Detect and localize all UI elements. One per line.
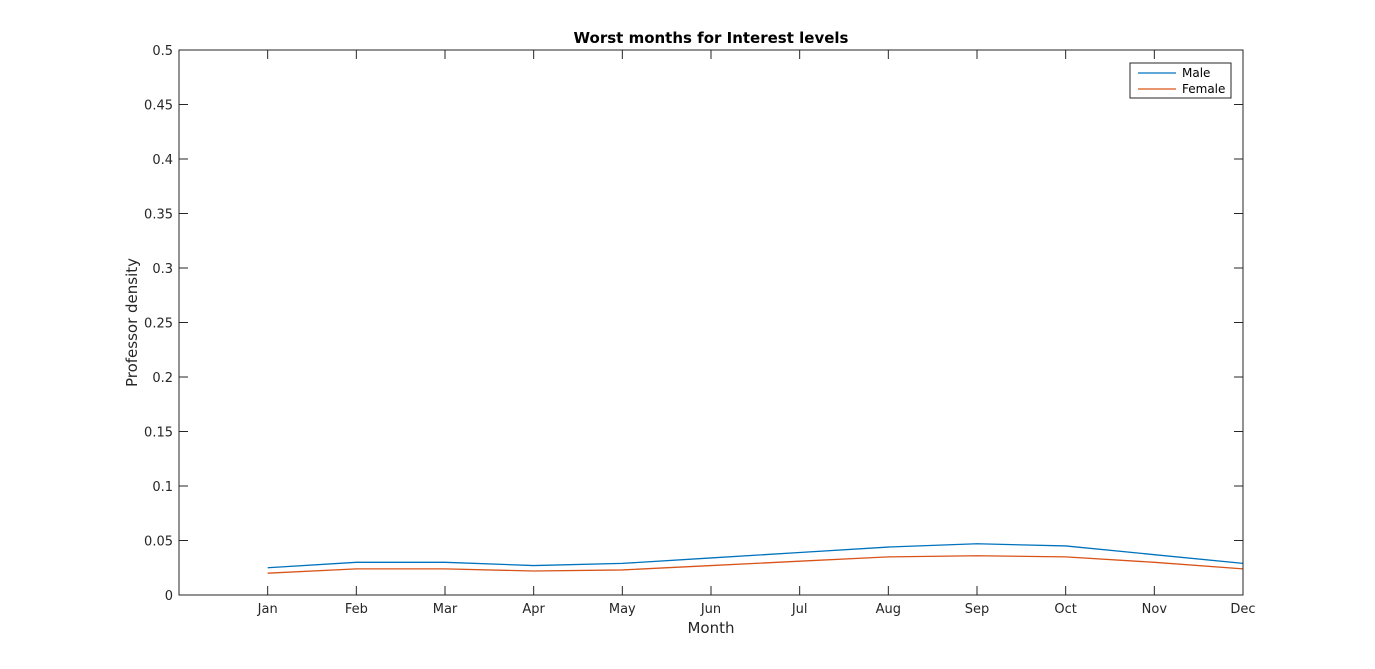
- x-tick-label: Aug: [876, 602, 901, 617]
- chart-title: Worst months for Interest levels: [574, 29, 849, 47]
- y-tick-label: 0.05: [144, 535, 173, 550]
- y-tick-label: 0: [165, 589, 173, 604]
- y-tick-label: 0.1: [152, 480, 173, 495]
- x-tick-label: Dec: [1230, 602, 1255, 617]
- legend: Male Female: [1129, 62, 1232, 99]
- x-tick-label: Nov: [1142, 602, 1168, 617]
- x-tick-label: Jan: [257, 602, 278, 617]
- legend-label: Male: [1182, 66, 1210, 80]
- series-line-female: [267, 555, 1244, 574]
- y-tick-label: 0.25: [144, 317, 173, 332]
- y-tick-label: 0.4: [152, 153, 173, 168]
- y-tick-label: 0.35: [144, 208, 173, 223]
- plot-frame: [178, 49, 1244, 596]
- plot-area: [179, 50, 1243, 595]
- x-tick-label: Jul: [791, 602, 808, 617]
- x-tick-label: Mar: [433, 602, 458, 617]
- y-axis-label: Professor density: [123, 258, 141, 387]
- x-tick-label: Jun: [700, 602, 721, 617]
- x-tick-label: May: [609, 602, 636, 617]
- x-tick-label: Sep: [965, 602, 990, 617]
- x-tick-label: Apr: [522, 602, 545, 617]
- legend-box: [1129, 62, 1232, 99]
- y-tick-label: 0.3: [152, 262, 173, 277]
- x-tick-label: Feb: [345, 602, 368, 617]
- y-axis-ticks: 0 0.05 0.1 0.15 0.2 0.25 0.3 0.35 0.4 0.45 0.5: [144, 44, 1243, 604]
- x-axis-label: Month: [687, 619, 734, 637]
- series-line-male: [267, 543, 1244, 569]
- y-tick-label: 0.5: [152, 44, 173, 59]
- x-tick-label: Oct: [1054, 602, 1076, 617]
- y-tick-label: 0.15: [144, 426, 173, 441]
- y-tick-label: 0.45: [144, 99, 173, 114]
- series-lines: [267, 543, 1244, 574]
- y-tick-label: 0.2: [152, 371, 173, 386]
- legend-label: Female: [1182, 82, 1225, 96]
- x-axis-ticks: Jan Feb Mar Apr May Jun Jul Aug Sep Oct Nov Dec: [257, 50, 1256, 617]
